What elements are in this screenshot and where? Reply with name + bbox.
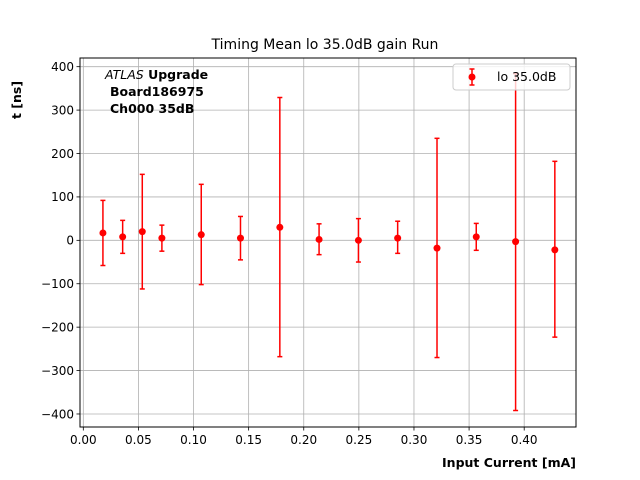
x-tick-label: 0.35 [456,433,483,447]
x-tick-label: 0.40 [511,433,538,447]
y-tick-label: −300 [41,364,74,378]
annotation-board: Board186975 [110,84,204,99]
legend-label: lo 35.0dB [497,69,556,84]
legend: lo 35.0dB [452,63,571,91]
x-tick-label: 0.25 [346,433,373,447]
data-series [99,72,559,412]
x-axis: 0.00 0.05 0.10 0.15 0.20 0.25 0.30 0.35 0.40 [70,427,538,447]
data-point [158,234,166,242]
annotation-atlas: ATLAS [104,67,144,82]
data-point [315,235,323,243]
x-tick-label: 0.05 [125,433,152,447]
atlas-annotation: ATLAS Upgrade Board186975 Ch000 35dB [104,67,208,116]
data-point [197,231,205,239]
y-tick-label: 0 [66,234,74,248]
plot-frame [79,57,577,428]
data-point [394,234,402,242]
y-tick-label: 100 [51,190,74,204]
x-tick-label: 0.30 [401,433,428,447]
y-tick-label: −100 [41,277,74,291]
legend-frame [452,63,571,91]
y-tick-label: 400 [51,60,74,74]
y-tick-label: 300 [51,103,74,117]
data-point [99,229,107,237]
y-axis-label: t [ns] [9,81,24,119]
x-tick-label: 0.00 [70,433,97,447]
y-axis: −400 −300 −200 −100 0 100 200 300 400 [41,60,80,421]
legend-marker [468,73,476,81]
annotation-channel: Ch000 35dB [110,101,194,116]
data-point [119,233,127,241]
x-tick-label: 0.10 [180,433,207,447]
y-tick-label: −400 [41,407,74,421]
svg-text:ATLAS Upgrade: ATLAS Upgrade [104,67,208,82]
data-point [276,223,284,231]
grid [80,58,576,427]
data-point [472,233,480,241]
x-axis-label: Input Current [mA] [442,455,576,470]
data-point [551,246,559,254]
data-point [138,228,146,236]
y-tick-label: −200 [41,320,74,334]
y-tick-label: 200 [51,147,74,161]
x-tick-label: 0.20 [290,433,317,447]
data-point [236,234,244,242]
x-tick-label: 0.15 [235,433,262,447]
data-point [354,236,362,244]
chart-title: Timing Mean lo 35.0dB gain Run [211,37,439,53]
annotation-upgrade: Upgrade [144,67,208,82]
data-point [433,244,441,252]
data-point [512,238,520,246]
